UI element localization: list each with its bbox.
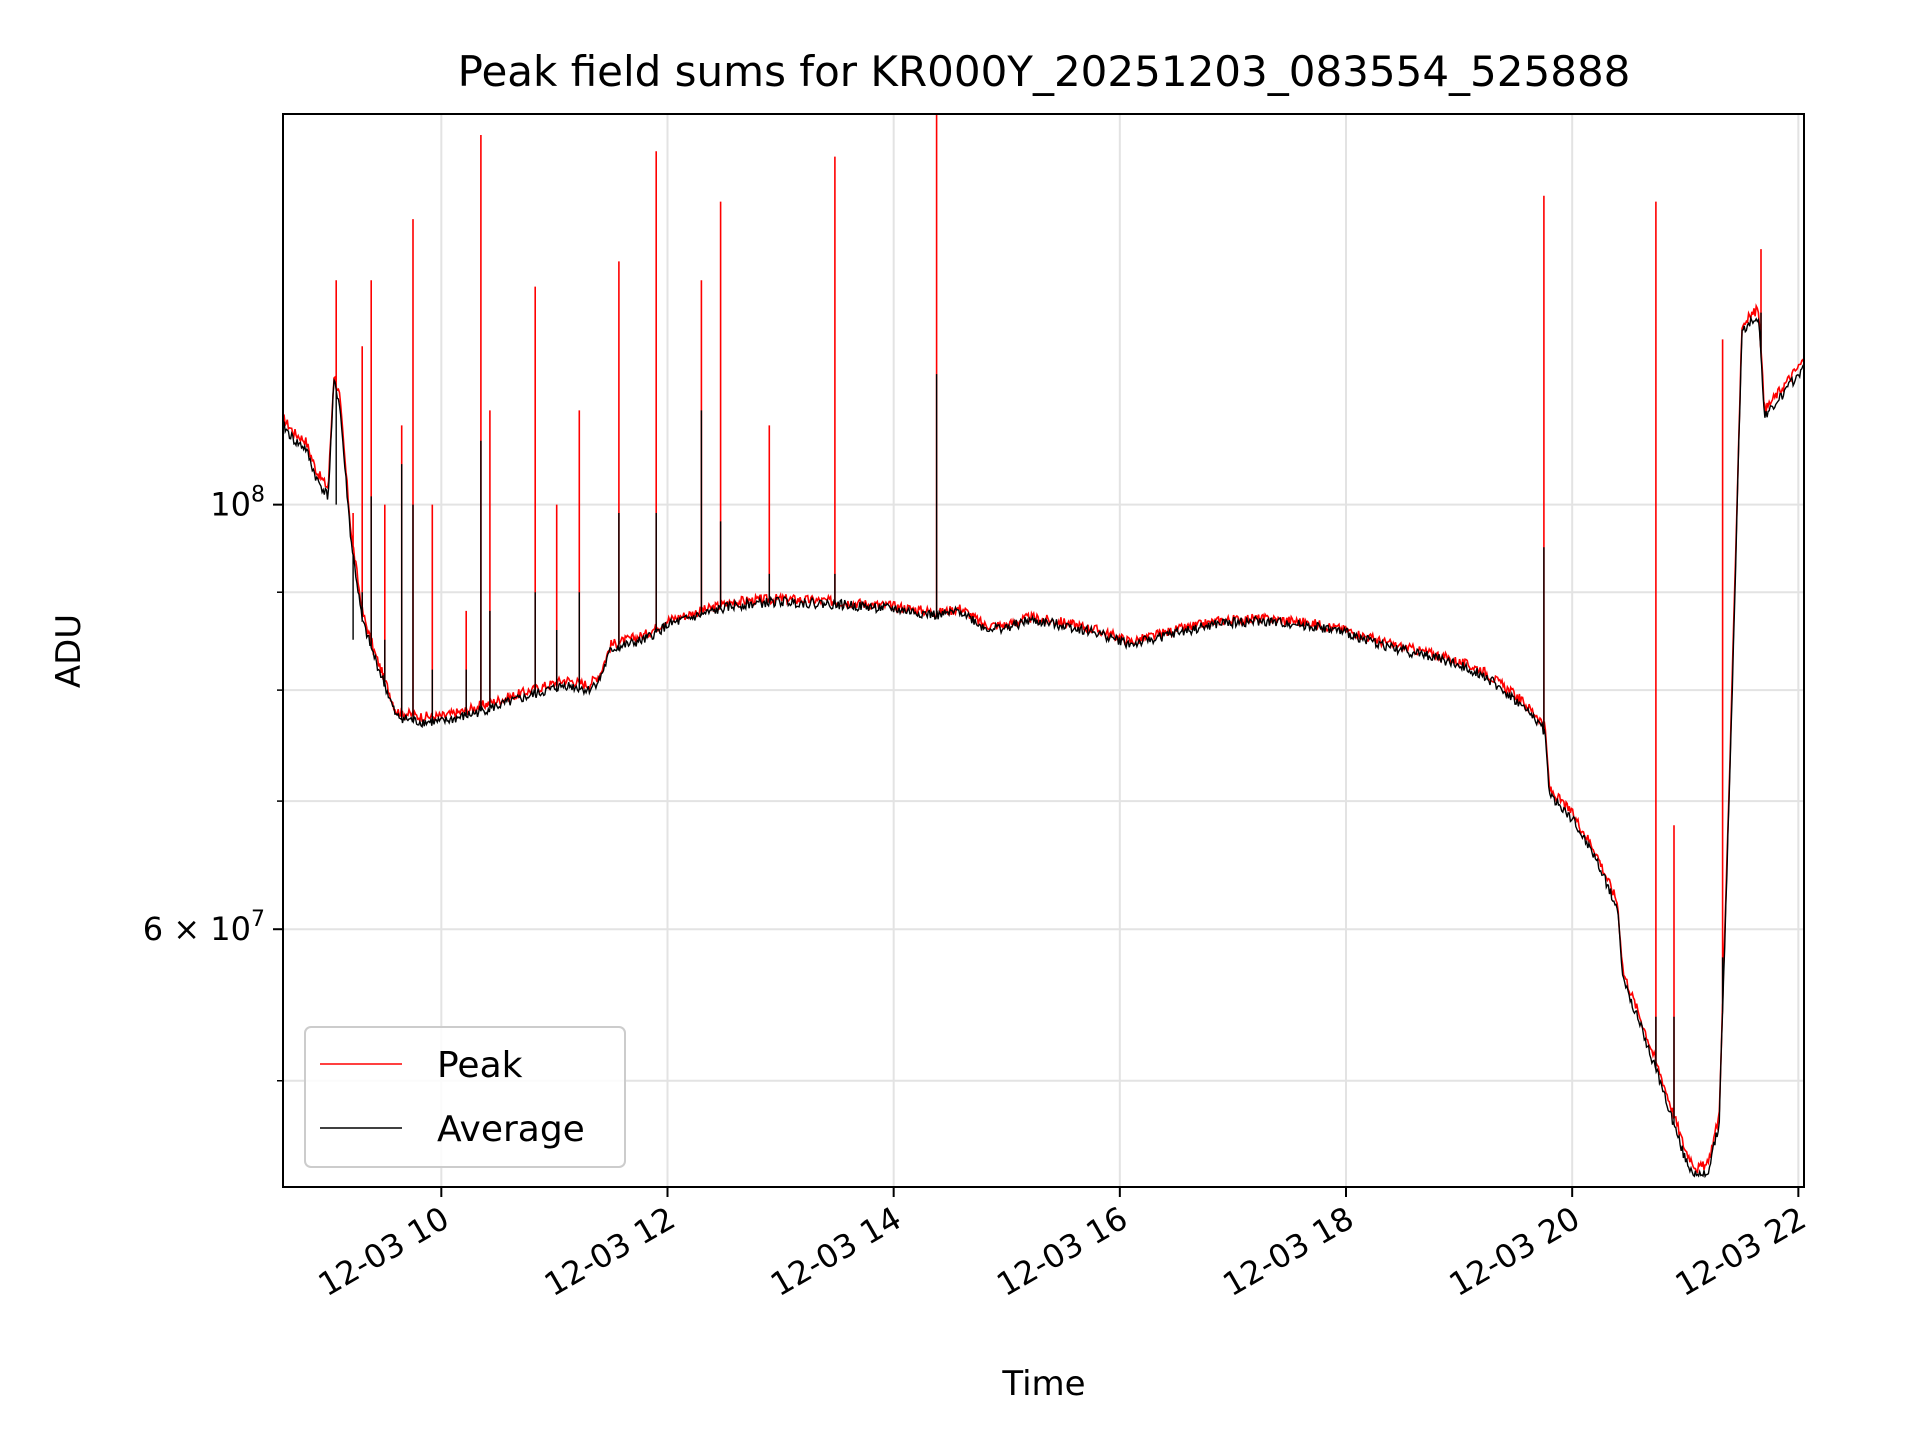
y-axis-ticks: 108 6 × 107 <box>143 483 283 1082</box>
y-tick-label-exponent: 7 <box>251 907 265 932</box>
y-tick-label-base: 10 <box>210 486 251 524</box>
chart-title: Peak field sums for KR000Y_20251203_0835… <box>458 47 1631 96</box>
legend: Peak Average <box>304 1026 626 1168</box>
y-tick-label: 6 × 107 <box>143 907 265 948</box>
plot-frame <box>282 113 1805 1188</box>
legend-box <box>304 1026 626 1168</box>
legend-label-average: Average <box>437 1109 585 1150</box>
y-tick-label-base: 6 × 10 <box>143 910 251 948</box>
series-line-average <box>283 312 1804 1179</box>
y-tick-label-exponent: 8 <box>251 483 265 508</box>
legend-label-peak: Peak <box>437 1045 523 1086</box>
grid-lines <box>283 114 1804 1187</box>
x-axis-title: Time <box>1001 1364 1085 1404</box>
y-tick-label: 108 <box>210 483 265 524</box>
series-lines <box>283 114 1804 1179</box>
y-axis-title: ADU <box>49 614 89 688</box>
